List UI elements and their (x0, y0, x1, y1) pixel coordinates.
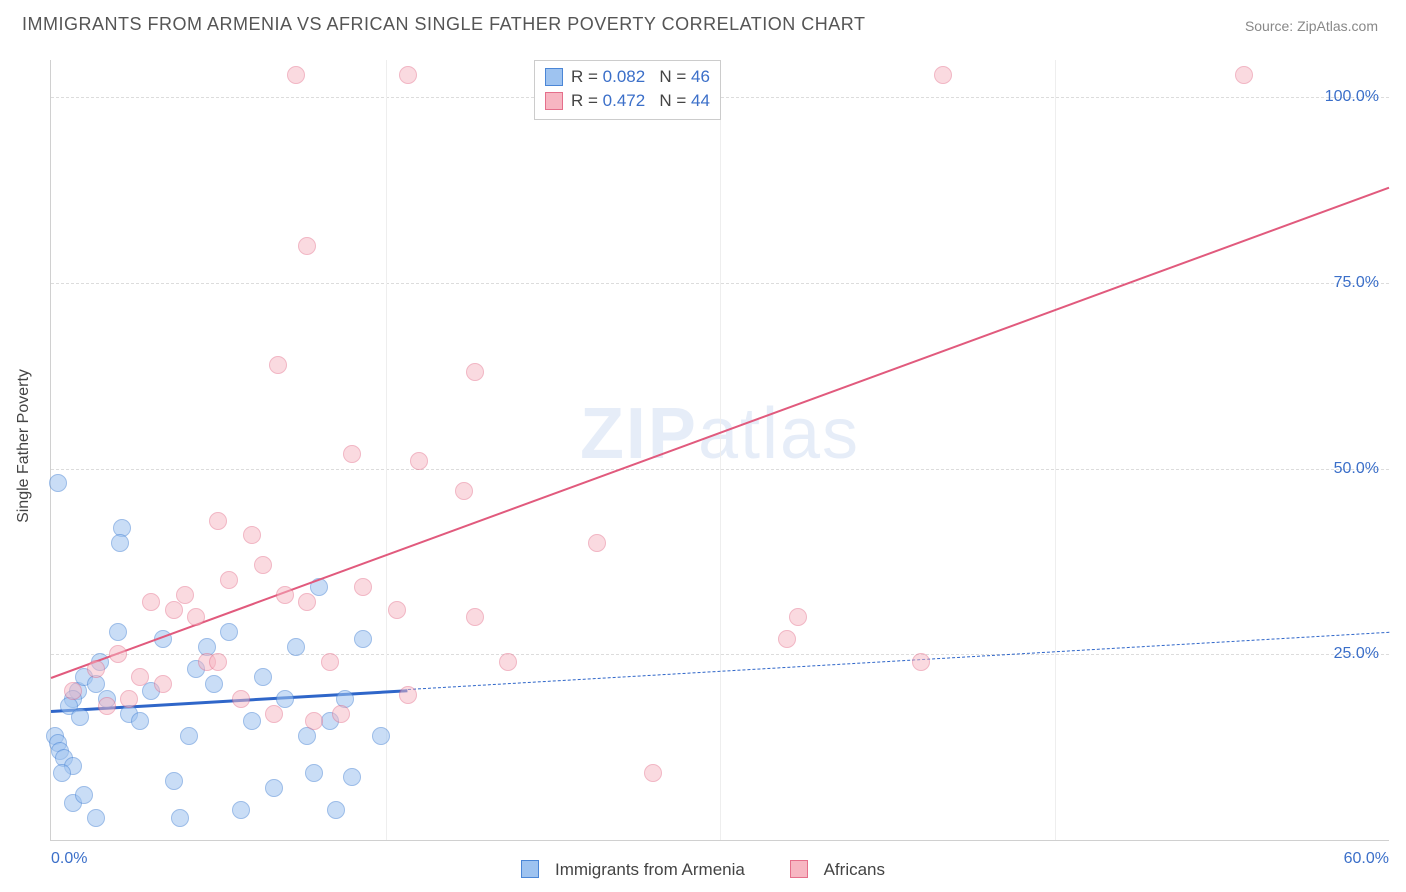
legend-row-armenia: R = 0.082 N = 46 (545, 65, 710, 89)
gridline-v (720, 60, 721, 840)
data-point (399, 686, 417, 704)
data-point (209, 512, 227, 530)
y-tick-label: 100.0% (1325, 88, 1379, 106)
data-point (131, 712, 149, 730)
data-point (64, 682, 82, 700)
data-point (287, 66, 305, 84)
gridline-v (386, 60, 387, 840)
data-point (254, 668, 272, 686)
data-point (305, 764, 323, 782)
swatch-armenia-b (521, 860, 539, 878)
data-point (111, 534, 129, 552)
n-value: 44 (691, 91, 710, 110)
data-point (372, 727, 390, 745)
data-point (71, 708, 89, 726)
data-point (187, 608, 205, 626)
plot-area: ZIPatlas 25.0%50.0%75.0%100.0%0.0%60.0% (50, 60, 1389, 841)
data-point (165, 772, 183, 790)
data-point (209, 653, 227, 671)
data-point (388, 601, 406, 619)
data-point (269, 356, 287, 374)
y-axis-label: Single Father Poverty (15, 369, 33, 523)
data-point (455, 482, 473, 500)
data-point (265, 705, 283, 723)
data-point (354, 630, 372, 648)
r-value: 0.082 (603, 67, 646, 86)
data-point (220, 623, 238, 641)
data-point (232, 801, 250, 819)
data-point (53, 764, 71, 782)
data-point (142, 593, 160, 611)
data-point (644, 764, 662, 782)
data-point (305, 712, 323, 730)
data-point (410, 452, 428, 470)
data-point (399, 66, 417, 84)
legend-stats-armenia: R = 0.082 N = 46 (571, 65, 710, 89)
series-legend: Immigrants from Armenia Africans (0, 860, 1406, 880)
swatch-armenia (545, 68, 563, 86)
data-point (912, 653, 930, 671)
r-value: 0.472 (603, 91, 646, 110)
data-point (165, 601, 183, 619)
legend-label: Immigrants from Armenia (555, 860, 745, 879)
data-point (154, 675, 172, 693)
legend-stats-africans: R = 0.472 N = 44 (571, 89, 710, 113)
data-point (220, 571, 238, 589)
data-point (1235, 66, 1253, 84)
data-point (75, 786, 93, 804)
watermark-light: atlas (698, 394, 860, 474)
legend-item-armenia: Immigrants from Armenia (511, 860, 755, 879)
data-point (466, 363, 484, 381)
legend-row-africans: R = 0.472 N = 44 (545, 89, 710, 113)
data-point (131, 668, 149, 686)
data-point (243, 526, 261, 544)
data-point (343, 445, 361, 463)
data-point (287, 638, 305, 656)
data-point (298, 237, 316, 255)
data-point (120, 690, 138, 708)
data-point (171, 809, 189, 827)
correlation-legend: R = 0.082 N = 46 R = 0.472 N = 44 (534, 60, 721, 120)
data-point (109, 623, 127, 641)
data-point (205, 675, 223, 693)
data-point (254, 556, 272, 574)
chart-title: IMMIGRANTS FROM ARMENIA VS AFRICAN SINGL… (22, 14, 865, 35)
swatch-africans (545, 92, 563, 110)
y-tick-label: 50.0% (1334, 460, 1379, 478)
chart-container: IMMIGRANTS FROM ARMENIA VS AFRICAN SINGL… (0, 0, 1406, 892)
legend-item-africans: Africans (780, 860, 895, 879)
data-point (243, 712, 261, 730)
data-point (87, 809, 105, 827)
gridline-v (1055, 60, 1056, 840)
data-point (332, 705, 350, 723)
data-point (327, 801, 345, 819)
data-point (354, 578, 372, 596)
regression-line-extrapolated (408, 632, 1389, 690)
data-point (343, 768, 361, 786)
data-point (778, 630, 796, 648)
source-prefix: Source: (1245, 18, 1297, 34)
data-point (49, 474, 67, 492)
data-point (934, 66, 952, 84)
data-point (588, 534, 606, 552)
data-point (109, 645, 127, 663)
data-point (98, 697, 116, 715)
data-point (180, 727, 198, 745)
data-point (232, 690, 250, 708)
data-point (276, 586, 294, 604)
source-attribution: Source: ZipAtlas.com (1245, 18, 1378, 34)
data-point (499, 653, 517, 671)
y-tick-label: 25.0% (1334, 645, 1379, 663)
data-point (321, 653, 339, 671)
source-link[interactable]: ZipAtlas.com (1297, 18, 1378, 34)
swatch-africans-b (790, 860, 808, 878)
data-point (87, 660, 105, 678)
legend-label: Africans (824, 860, 885, 879)
data-point (466, 608, 484, 626)
y-tick-label: 75.0% (1334, 274, 1379, 292)
n-value: 46 (691, 67, 710, 86)
data-point (265, 779, 283, 797)
data-point (789, 608, 807, 626)
data-point (298, 593, 316, 611)
